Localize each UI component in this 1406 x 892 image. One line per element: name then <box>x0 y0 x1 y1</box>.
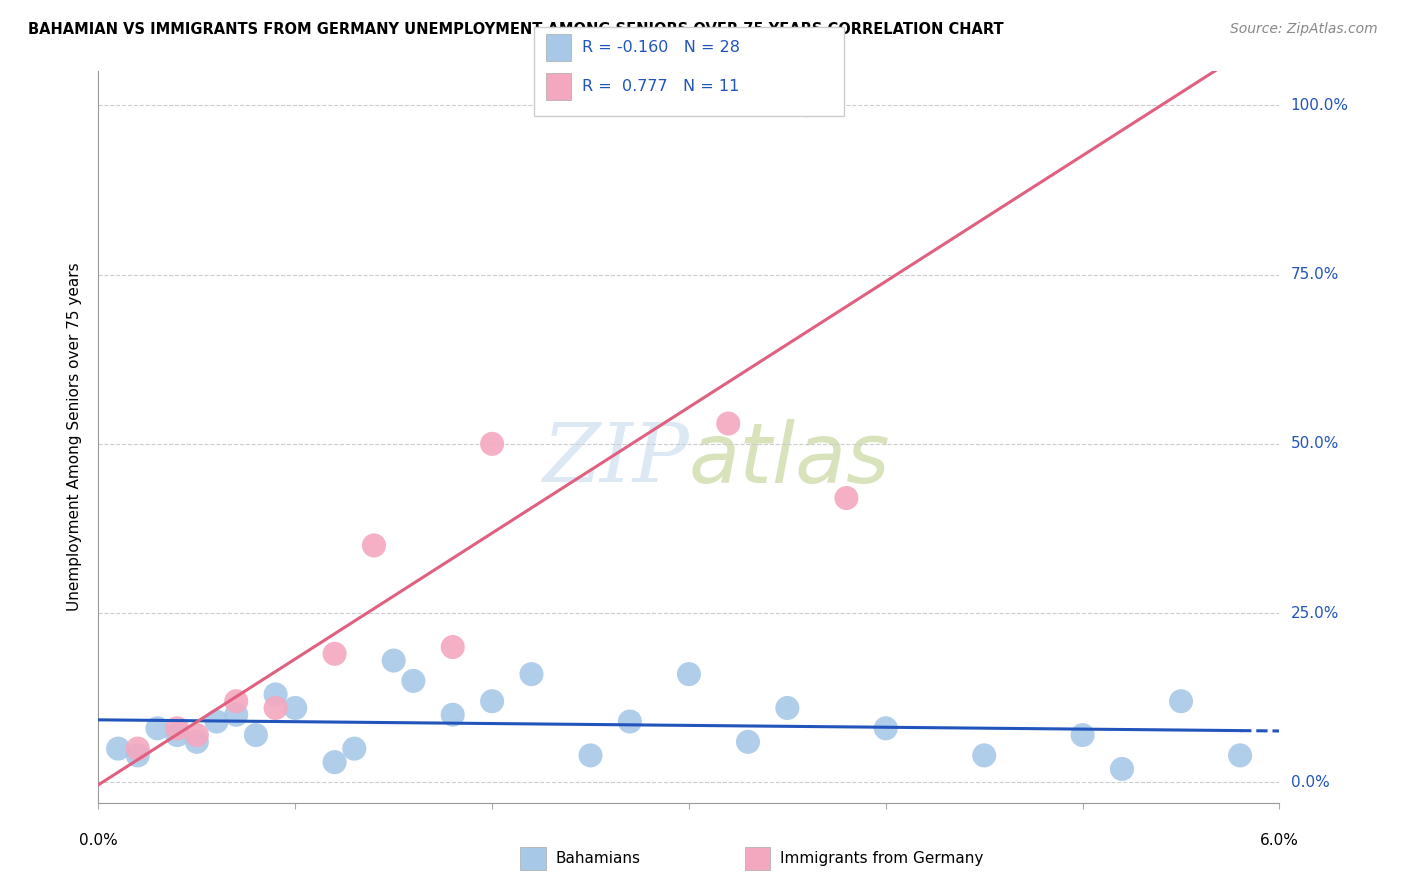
Point <box>1071 728 1094 742</box>
Text: BAHAMIAN VS IMMIGRANTS FROM GERMANY UNEMPLOYMENT AMONG SENIORS OVER 75 YEARS COR: BAHAMIAN VS IMMIGRANTS FROM GERMANY UNEM… <box>28 22 1004 37</box>
Text: Immigrants from Germany: Immigrants from Germany <box>780 852 984 866</box>
Text: atlas: atlas <box>689 418 890 500</box>
Point <box>146 721 169 735</box>
Point <box>225 694 247 708</box>
Text: 6.0%: 6.0% <box>1260 833 1299 848</box>
Point <box>127 748 149 763</box>
Point <box>1229 748 1251 763</box>
Point <box>186 728 208 742</box>
Text: 75.0%: 75.0% <box>1291 267 1339 282</box>
Point <box>875 721 897 735</box>
Point <box>166 728 188 742</box>
Point <box>363 538 385 552</box>
Text: R =  0.777   N = 11: R = 0.777 N = 11 <box>582 79 740 94</box>
Point <box>343 741 366 756</box>
Point <box>382 654 405 668</box>
Point <box>1111 762 1133 776</box>
Point <box>678 667 700 681</box>
Text: Source: ZipAtlas.com: Source: ZipAtlas.com <box>1230 22 1378 37</box>
Point <box>796 98 818 112</box>
Point <box>402 673 425 688</box>
Text: 50.0%: 50.0% <box>1291 436 1339 451</box>
Point <box>323 755 346 769</box>
Point <box>225 707 247 722</box>
Point <box>441 707 464 722</box>
Point <box>264 688 287 702</box>
Text: 0.0%: 0.0% <box>79 833 118 848</box>
Point <box>973 748 995 763</box>
Text: ZIP: ZIP <box>543 419 689 499</box>
Point <box>481 437 503 451</box>
Point <box>107 741 129 756</box>
Y-axis label: Unemployment Among Seniors over 75 years: Unemployment Among Seniors over 75 years <box>67 263 83 611</box>
Point <box>166 721 188 735</box>
Text: 100.0%: 100.0% <box>1291 98 1348 112</box>
Point <box>481 694 503 708</box>
Point <box>737 735 759 749</box>
Point <box>579 748 602 763</box>
Point <box>127 741 149 756</box>
Point <box>776 701 799 715</box>
Point <box>717 417 740 431</box>
Point <box>186 735 208 749</box>
Point <box>245 728 267 742</box>
Point <box>205 714 228 729</box>
Point <box>835 491 858 505</box>
Point <box>441 640 464 654</box>
Text: 25.0%: 25.0% <box>1291 606 1339 621</box>
Point <box>323 647 346 661</box>
Text: 0.0%: 0.0% <box>1291 775 1329 790</box>
Point <box>264 701 287 715</box>
Text: Bahamians: Bahamians <box>555 852 640 866</box>
Point <box>619 714 641 729</box>
Point <box>1170 694 1192 708</box>
Text: R = -0.160   N = 28: R = -0.160 N = 28 <box>582 40 740 54</box>
Point <box>284 701 307 715</box>
Point <box>520 667 543 681</box>
